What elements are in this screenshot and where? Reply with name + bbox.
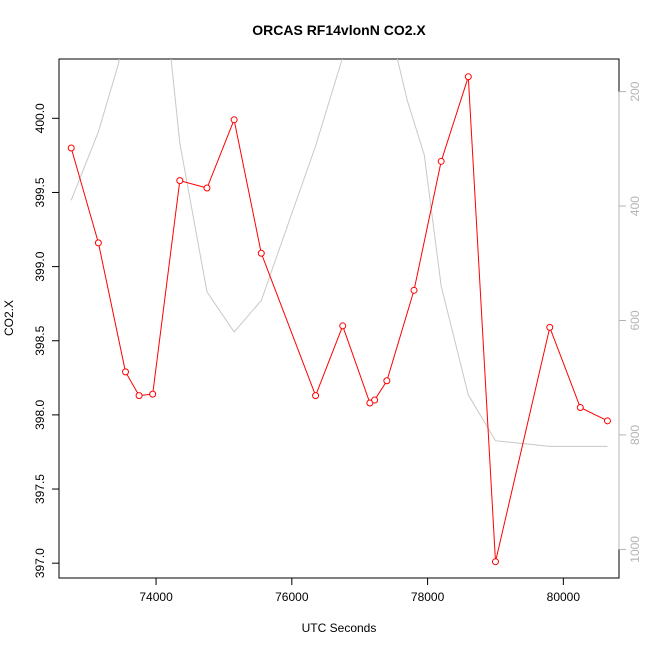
data-point [383, 377, 391, 385]
x-tick-label: 80000 [547, 590, 581, 604]
data-point [257, 249, 265, 257]
y-tick-label: 397.0 [33, 548, 47, 578]
x-tick-label: 74000 [139, 590, 173, 604]
series-left-axis [67, 73, 611, 566]
plot-frame [58, 58, 620, 579]
data-point [135, 392, 143, 400]
y2-tick-label: 600 [628, 310, 642, 330]
y-tick-label: 400.0 [33, 103, 47, 133]
y2-tick-label: 800 [628, 425, 642, 445]
data-point [339, 322, 347, 330]
data-point [203, 184, 211, 192]
data-point [491, 558, 499, 566]
y2-axis: 200 400 600 800 1000 [618, 81, 642, 563]
x-axis: 74000 76000 78000 80000 [139, 577, 581, 604]
x-tick-label: 76000 [275, 590, 309, 604]
series-layer [67, 59, 611, 566]
data-point [437, 157, 445, 165]
data-point [230, 116, 238, 124]
data-point [122, 368, 130, 376]
y-axis: 397.0 397.5 398.0 398.5 399.0 399.5 400.0 [33, 103, 60, 578]
data-point [576, 403, 584, 411]
data-point [94, 239, 102, 247]
y2-tick-label: 200 [628, 81, 642, 101]
data-point [176, 177, 184, 185]
data-point [546, 323, 554, 331]
data-point [410, 286, 418, 294]
data-point [603, 417, 611, 425]
data-point [312, 392, 320, 400]
y-tick-label: 399.5 [33, 177, 47, 207]
x-tick-label: 78000 [411, 590, 445, 604]
data-point [464, 73, 472, 81]
y2-tick-label: 400 [628, 196, 642, 216]
y2-tick-label: 1000 [628, 536, 642, 563]
chart-title: ORCAS RF14vlonN CO2.X [252, 22, 426, 38]
data-point [371, 396, 379, 404]
data-point [149, 390, 157, 398]
series-line [70, 76, 608, 562]
series-line [70, 59, 608, 447]
y-tick-label: 398.5 [33, 325, 47, 355]
x-axis-label: UTC Seconds [302, 621, 377, 635]
y-tick-label: 397.5 [33, 474, 47, 504]
y-tick-label: 398.0 [33, 400, 47, 430]
series-right-axis [70, 59, 608, 447]
y-axis-label: CO2.X [2, 300, 16, 336]
y-tick-label: 399.0 [33, 251, 47, 281]
data-point [67, 144, 75, 152]
